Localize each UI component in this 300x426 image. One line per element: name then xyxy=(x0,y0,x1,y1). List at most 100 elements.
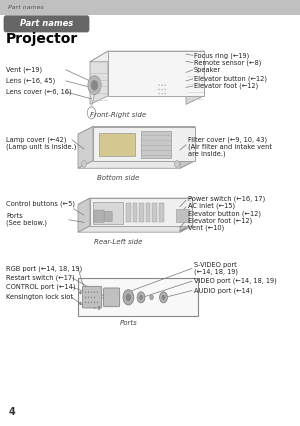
Circle shape xyxy=(91,291,92,293)
Text: (←14, 18, 19): (←14, 18, 19) xyxy=(194,268,238,275)
Text: Bottom side: Bottom side xyxy=(98,175,140,181)
Text: Lamp cover (←42): Lamp cover (←42) xyxy=(6,136,67,143)
Circle shape xyxy=(140,295,142,299)
Text: Projector: Projector xyxy=(6,32,78,46)
Circle shape xyxy=(91,302,92,303)
Circle shape xyxy=(88,76,101,95)
FancyBboxPatch shape xyxy=(126,203,130,222)
Text: Speaker: Speaker xyxy=(194,67,220,73)
FancyBboxPatch shape xyxy=(93,202,123,224)
FancyBboxPatch shape xyxy=(139,203,144,222)
FancyBboxPatch shape xyxy=(133,203,137,222)
Circle shape xyxy=(88,291,89,293)
Polygon shape xyxy=(78,198,90,232)
Polygon shape xyxy=(78,198,192,204)
FancyBboxPatch shape xyxy=(4,15,89,32)
FancyBboxPatch shape xyxy=(176,209,189,222)
Text: Rear-Left side: Rear-Left side xyxy=(94,239,143,245)
Circle shape xyxy=(164,93,166,95)
Text: are inside.): are inside.) xyxy=(188,150,225,157)
Circle shape xyxy=(161,93,163,95)
Text: (Air filter and intake vent: (Air filter and intake vent xyxy=(188,143,272,150)
FancyBboxPatch shape xyxy=(99,133,135,156)
Text: AUDIO port (←14): AUDIO port (←14) xyxy=(194,287,252,294)
Circle shape xyxy=(91,80,98,90)
Text: Ports: Ports xyxy=(6,213,23,219)
FancyBboxPatch shape xyxy=(78,278,198,316)
Text: Control buttons (←5): Control buttons (←5) xyxy=(6,200,75,207)
Circle shape xyxy=(160,292,167,303)
Polygon shape xyxy=(78,127,93,168)
Circle shape xyxy=(85,296,86,298)
Circle shape xyxy=(94,302,95,303)
Text: Lens cover (←6, 16): Lens cover (←6, 16) xyxy=(6,89,72,95)
Circle shape xyxy=(85,302,86,303)
Text: Ports: Ports xyxy=(120,320,138,326)
Text: (Lamp unit is inside.): (Lamp unit is inside.) xyxy=(6,143,76,150)
Polygon shape xyxy=(90,51,204,62)
Polygon shape xyxy=(78,226,192,232)
Text: Lens (←16, 45): Lens (←16, 45) xyxy=(6,78,55,84)
Circle shape xyxy=(164,89,166,90)
Circle shape xyxy=(123,290,134,305)
FancyBboxPatch shape xyxy=(104,211,112,222)
Text: Remote sensor (←8): Remote sensor (←8) xyxy=(194,59,261,66)
Text: RGB port (←14, 18, 19): RGB port (←14, 18, 19) xyxy=(6,265,82,272)
FancyBboxPatch shape xyxy=(94,210,104,222)
Polygon shape xyxy=(78,161,195,168)
Text: Elevator foot (←12): Elevator foot (←12) xyxy=(194,83,258,89)
Text: Elevator button (←12): Elevator button (←12) xyxy=(188,210,260,217)
FancyBboxPatch shape xyxy=(159,203,164,222)
Text: Elevator foot (←12): Elevator foot (←12) xyxy=(188,217,252,224)
Text: Part names: Part names xyxy=(8,5,44,10)
Circle shape xyxy=(158,93,160,95)
Polygon shape xyxy=(90,198,192,226)
Circle shape xyxy=(97,302,98,303)
Polygon shape xyxy=(180,198,192,232)
FancyBboxPatch shape xyxy=(82,286,102,308)
Circle shape xyxy=(97,291,98,293)
Circle shape xyxy=(88,302,89,303)
Circle shape xyxy=(88,296,89,298)
Circle shape xyxy=(158,84,160,86)
Circle shape xyxy=(150,295,153,300)
Circle shape xyxy=(126,294,131,301)
Text: Front-Right side: Front-Right side xyxy=(90,112,147,118)
Circle shape xyxy=(162,295,165,299)
Circle shape xyxy=(158,89,160,90)
Circle shape xyxy=(137,292,145,303)
Circle shape xyxy=(82,161,86,167)
Text: Power switch (←16, 17): Power switch (←16, 17) xyxy=(188,196,265,202)
Circle shape xyxy=(94,296,95,298)
FancyBboxPatch shape xyxy=(152,203,157,222)
Text: Vent (←10): Vent (←10) xyxy=(188,225,224,231)
Polygon shape xyxy=(186,51,204,104)
FancyBboxPatch shape xyxy=(146,203,150,222)
Polygon shape xyxy=(78,127,195,134)
Text: Focus ring (←19): Focus ring (←19) xyxy=(194,52,249,59)
Text: S-VIDEO port: S-VIDEO port xyxy=(194,262,236,268)
Circle shape xyxy=(91,296,92,298)
Polygon shape xyxy=(108,51,204,96)
Text: Part names: Part names xyxy=(20,19,73,29)
Text: AC inlet (←15): AC inlet (←15) xyxy=(188,203,235,210)
Polygon shape xyxy=(93,127,195,161)
FancyBboxPatch shape xyxy=(0,0,300,15)
Text: CONTROL port (←14): CONTROL port (←14) xyxy=(6,284,76,291)
Text: Vent (←19): Vent (←19) xyxy=(6,66,42,73)
Text: (See below.): (See below.) xyxy=(6,220,47,227)
Polygon shape xyxy=(90,51,108,104)
FancyBboxPatch shape xyxy=(103,288,120,307)
FancyBboxPatch shape xyxy=(141,131,171,158)
Circle shape xyxy=(161,89,163,90)
Text: Restart switch (←17): Restart switch (←17) xyxy=(6,274,75,281)
Circle shape xyxy=(87,107,96,119)
Polygon shape xyxy=(180,127,195,168)
Text: VIDEO port (←14, 18, 19): VIDEO port (←14, 18, 19) xyxy=(194,278,276,285)
Text: Kensington lock slot: Kensington lock slot xyxy=(6,294,73,300)
Circle shape xyxy=(94,291,95,293)
Circle shape xyxy=(164,84,166,86)
Circle shape xyxy=(79,291,82,294)
Circle shape xyxy=(175,161,179,167)
Circle shape xyxy=(79,302,82,305)
